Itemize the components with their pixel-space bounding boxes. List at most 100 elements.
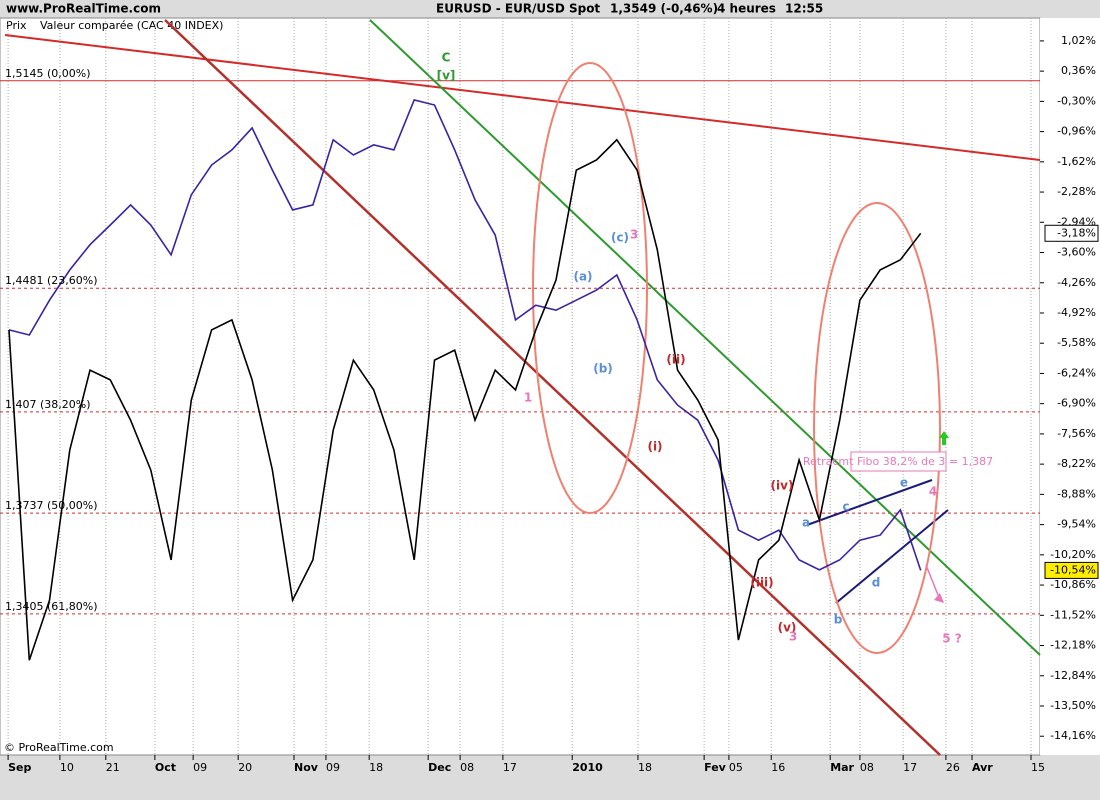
x-tick-label: 08: [860, 761, 874, 774]
x-tick-label: 05: [729, 761, 743, 774]
price-line: [8, 99, 922, 571]
annotation: c: [842, 500, 849, 514]
x-tick-label: Nov: [294, 761, 319, 774]
x-tick-label: Fev: [704, 761, 727, 774]
last-value-label: -10,54%: [1050, 563, 1096, 576]
annotation: 3: [630, 228, 638, 242]
wedge-line: [835, 509, 949, 604]
last-value-label: -3,18%: [1057, 226, 1096, 239]
annotation: (v): [778, 621, 797, 635]
last-value-box: [1044, 224, 1099, 242]
y-tick-label: -4,26%: [1057, 276, 1096, 289]
arrow: [925, 564, 941, 601]
x-tick-label: 10: [60, 761, 74, 774]
x-tick-label: 17: [903, 761, 917, 774]
y-tick-label: -13,50%: [1050, 699, 1096, 712]
y-tick-label: -0,30%: [1057, 94, 1096, 107]
annotation: 3: [789, 630, 797, 644]
annotation: 4: [929, 485, 937, 499]
x-tick-label: 17: [503, 761, 517, 774]
y-tick-label: -6,24%: [1057, 366, 1096, 379]
x-tick-label: Dec: [428, 761, 451, 774]
annotation-box: [850, 451, 947, 472]
annotation: Retracmt Fibo 38,2% de 3 = 1,387: [803, 455, 993, 468]
y-tick-label: -2,28%: [1057, 185, 1096, 198]
x-tick-label: 2010: [572, 761, 603, 774]
y-tick-label: -12,18%: [1050, 639, 1096, 652]
footer: © ProRealTime.com: [4, 741, 114, 754]
annotation: (ii): [666, 353, 685, 367]
annotation: d: [872, 576, 881, 590]
annotation: (i): [647, 440, 662, 454]
fib-label: 1,3405 (61,80%): [5, 600, 98, 613]
annotation: [v]: [437, 69, 456, 83]
trend-line: [164, 19, 941, 756]
site: www.ProRealTime.com: [6, 2, 161, 16]
y-tick-label: -6,90%: [1057, 397, 1096, 410]
y-tick-label: -10,20%: [1050, 548, 1096, 561]
last-value-box: [1044, 561, 1099, 579]
y-tick-label: -12,84%: [1050, 669, 1096, 682]
ellipse: [532, 62, 648, 514]
trend-line: [4, 34, 1041, 161]
annotation: C: [442, 51, 451, 65]
price-line: [8, 138, 922, 661]
y-tick-label: -14,16%: [1050, 729, 1096, 742]
annotation: 5 ?: [942, 632, 962, 646]
price: 1,3549 (-0,46%): [610, 2, 718, 16]
y-tick-label: 1,02%: [1061, 34, 1096, 47]
legend-entry: Valeur comparée (CAC 40 INDEX): [40, 19, 223, 32]
y-axis-area: [1040, 18, 1100, 755]
y-tick-label: -4,92%: [1057, 306, 1096, 319]
wedge-line: [806, 479, 933, 526]
x-tick-label: Sep: [8, 761, 31, 774]
chart-title: EURUSD - EUR/USD Spot: [436, 2, 600, 16]
x-tick-label: 21: [106, 761, 120, 774]
y-tick-label: -10,86%: [1050, 578, 1096, 591]
x-tick-label: 18: [369, 761, 383, 774]
annotation: (a): [573, 270, 592, 284]
y-tick-label: -7,56%: [1057, 427, 1096, 440]
y-tick-label: -11,52%: [1050, 608, 1096, 621]
annotation: (iv): [771, 479, 794, 493]
x-tick-label: Oct: [155, 761, 176, 774]
y-tick-label: -9,54%: [1057, 518, 1096, 531]
y-tick-label: -8,22%: [1057, 457, 1096, 470]
ellipse: [813, 202, 941, 654]
y-tick-label: -8,88%: [1057, 487, 1096, 500]
x-tick-label: 26: [946, 761, 960, 774]
fib-label: 1,3737 (50,00%): [5, 499, 98, 512]
annotation: (b): [593, 362, 613, 376]
x-tick-label: 16: [771, 761, 785, 774]
x-tick-label: 20: [238, 761, 252, 774]
x-tick-label: 15: [1031, 761, 1045, 774]
trend-line: [369, 19, 1041, 656]
annotation: (iii): [750, 576, 773, 590]
fib-label: 1,407 (38,20%): [5, 398, 91, 411]
annotation: a: [802, 516, 810, 530]
x-tick-label: 09: [326, 761, 340, 774]
x-tick-label: 18: [638, 761, 652, 774]
arrow-head: [934, 593, 944, 603]
y-tick-label: 0,36%: [1061, 64, 1096, 77]
x-tick-label: 08: [460, 761, 474, 774]
x-tick-label: Mar: [830, 761, 854, 774]
annotation: 1: [524, 391, 532, 405]
y-tick-label: -0,96%: [1057, 125, 1096, 138]
legend-entry: Prix: [6, 19, 27, 32]
y-tick-label: -3,60%: [1057, 246, 1096, 259]
y-tick-label: -5,58%: [1057, 336, 1096, 349]
grid: [0, 18, 1040, 755]
plot-area: [0, 17, 1041, 756]
annotation: (c): [611, 231, 629, 245]
x-tick-label: Avr: [972, 761, 993, 774]
drawings: [4, 19, 1041, 756]
annotation: b: [834, 613, 843, 627]
x-tick-label: 09: [193, 761, 207, 774]
fib-label: 1,5145 (0,00%): [5, 67, 91, 80]
fib-label: 1,4481 (23,60%): [5, 274, 98, 287]
time: 12:55: [785, 2, 823, 16]
annotation: e: [900, 476, 908, 490]
period: 4 heures: [717, 2, 776, 16]
